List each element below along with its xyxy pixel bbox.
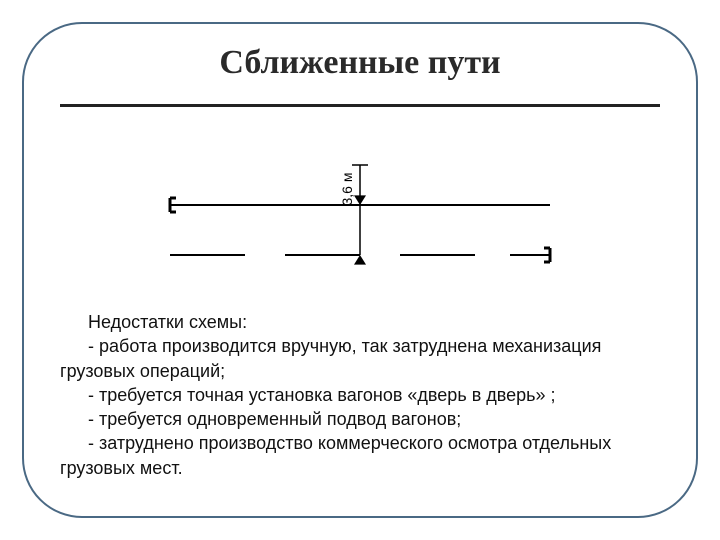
body-text: Недостатки схемы: - работа производится … xyxy=(60,310,660,480)
svg-text:3,6 м: 3,6 м xyxy=(339,173,355,206)
disadvantages-heading: Недостатки схемы: xyxy=(60,310,660,334)
title-underline xyxy=(60,104,660,107)
rails-diagram: 3,6 м xyxy=(130,125,590,285)
slide-title: Сближенные пути xyxy=(0,44,720,82)
bullet-1: - работа производится вручную, так затру… xyxy=(60,334,660,383)
bullet-4: - затруднено производство коммерческого … xyxy=(60,431,660,480)
bullet-2: - требуется точная установка вагонов «дв… xyxy=(60,383,660,407)
bullet-3: - требуется одновременный подвод вагонов… xyxy=(60,407,660,431)
